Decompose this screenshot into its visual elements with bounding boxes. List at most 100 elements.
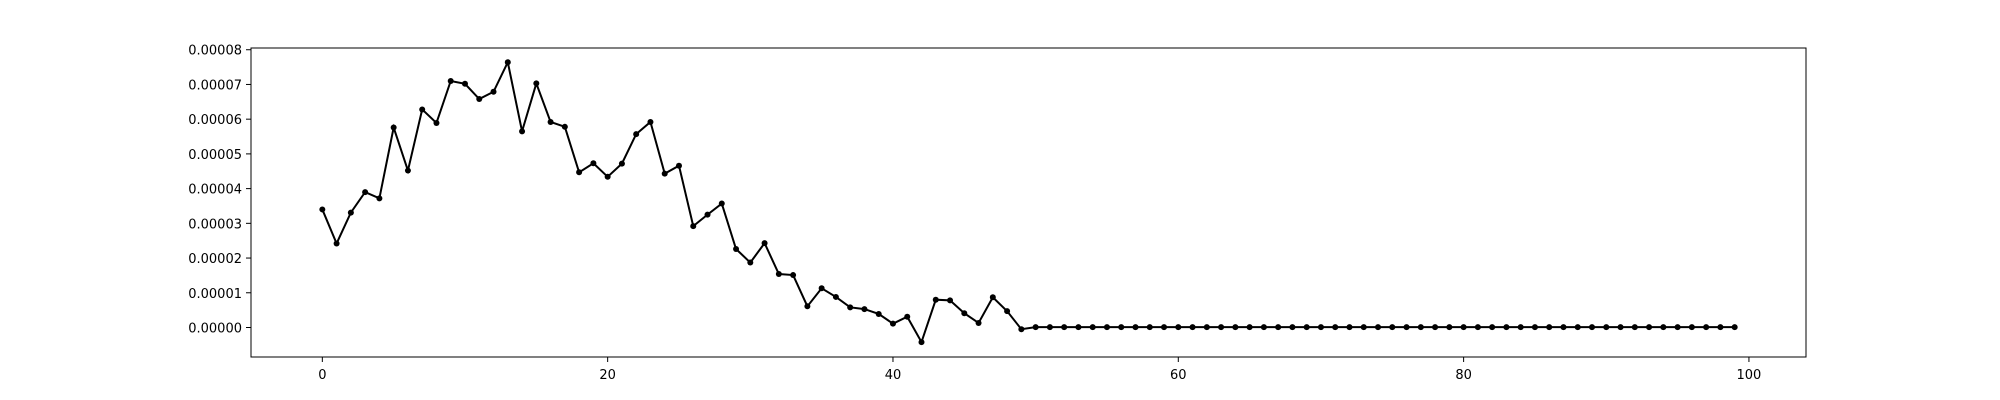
data-point <box>1061 324 1068 331</box>
data-point <box>1018 326 1025 333</box>
data-point <box>561 123 568 130</box>
data-point <box>1118 324 1125 331</box>
data-point <box>1317 324 1324 331</box>
data-point <box>1332 324 1339 331</box>
data-point <box>590 160 597 167</box>
y-tick-label: 0.00006 <box>188 113 242 128</box>
data-point <box>476 96 483 103</box>
data-point <box>618 160 625 167</box>
data-point <box>675 162 682 169</box>
x-tick-label: 0 <box>318 368 326 383</box>
data-point <box>1531 324 1538 331</box>
data-point <box>419 106 426 113</box>
data-point <box>333 240 340 247</box>
x-axis-ticks: 0 20 40 60 80 100 <box>318 357 1761 383</box>
data-point <box>490 88 497 95</box>
data-point <box>347 209 354 216</box>
data-point <box>790 272 797 279</box>
data-point <box>604 173 611 180</box>
data-point <box>433 119 440 126</box>
data-point <box>1731 324 1738 331</box>
data-point <box>1674 324 1681 331</box>
data-point <box>804 303 811 310</box>
data-point <box>861 306 868 313</box>
data-point <box>1346 324 1353 331</box>
data-point <box>889 320 896 327</box>
y-tick-label: 0.00007 <box>188 78 242 93</box>
data-point <box>1103 324 1110 331</box>
data-point <box>404 167 411 174</box>
y-tick-label: 0.00004 <box>188 183 242 198</box>
data-point <box>1603 324 1610 331</box>
data-point <box>718 200 725 207</box>
data-point <box>918 339 925 346</box>
data-point <box>1032 324 1039 331</box>
data-point <box>875 310 882 317</box>
data-point <box>947 297 954 304</box>
data-point <box>1289 324 1296 331</box>
x-tick-label: 60 <box>1170 368 1187 383</box>
data-point <box>1303 324 1310 331</box>
data-point <box>1360 324 1367 331</box>
data-point <box>975 319 982 326</box>
data-point <box>319 206 326 213</box>
data-point <box>1260 324 1267 331</box>
data-point <box>1646 324 1653 331</box>
data-point <box>1232 324 1239 331</box>
data-point <box>775 271 782 278</box>
data-point <box>1246 324 1253 331</box>
data-point <box>832 293 839 300</box>
data-point <box>733 246 740 253</box>
y-tick-label: 0.00001 <box>188 287 242 302</box>
x-tick-label: 40 <box>885 368 902 383</box>
data-point <box>747 259 754 266</box>
y-tick-label: 0.00002 <box>188 252 242 267</box>
data-point <box>1275 324 1282 331</box>
data-point <box>1489 324 1496 331</box>
data-point <box>1132 324 1139 331</box>
data-point <box>1474 324 1481 331</box>
data-point <box>1218 324 1225 331</box>
data-point <box>1389 324 1396 331</box>
data-point <box>1717 324 1724 331</box>
data-point <box>761 240 768 247</box>
data-point <box>1517 324 1524 331</box>
data-point <box>1703 324 1710 331</box>
data-point <box>376 195 383 202</box>
data-point <box>961 310 968 317</box>
data-point <box>547 118 554 125</box>
data-point <box>1175 324 1182 331</box>
data-point <box>1660 324 1667 331</box>
data-point <box>1189 324 1196 331</box>
data-point <box>533 80 540 87</box>
plot-area-frame <box>250 47 1807 358</box>
data-point <box>1432 324 1439 331</box>
data-point <box>390 124 397 131</box>
data-point <box>847 304 854 311</box>
data-point <box>461 80 468 87</box>
data-point <box>1574 324 1581 331</box>
data-point <box>1203 324 1210 331</box>
data-point <box>690 223 697 230</box>
series-markers <box>319 59 1738 346</box>
data-point <box>1403 324 1410 331</box>
data-point <box>1460 324 1467 331</box>
data-point <box>1161 324 1168 331</box>
data-point <box>519 128 526 135</box>
data-point <box>1046 324 1053 331</box>
data-point <box>818 285 825 292</box>
data-point <box>1589 324 1596 331</box>
data-point <box>1375 324 1382 331</box>
data-point <box>504 59 511 66</box>
x-tick-label: 80 <box>1455 368 1472 383</box>
data-point <box>576 169 583 176</box>
y-axis-ticks: 0.00000 0.00001 0.00002 0.00003 0.00004 0.000… <box>188 44 251 336</box>
data-point <box>447 77 454 84</box>
data-point <box>1446 324 1453 331</box>
x-tick-label: 100 <box>1737 368 1762 383</box>
series-line <box>321 59 1735 345</box>
y-tick-label: 0.00008 <box>188 44 242 59</box>
data-point <box>1688 324 1695 331</box>
data-point <box>1146 324 1153 331</box>
